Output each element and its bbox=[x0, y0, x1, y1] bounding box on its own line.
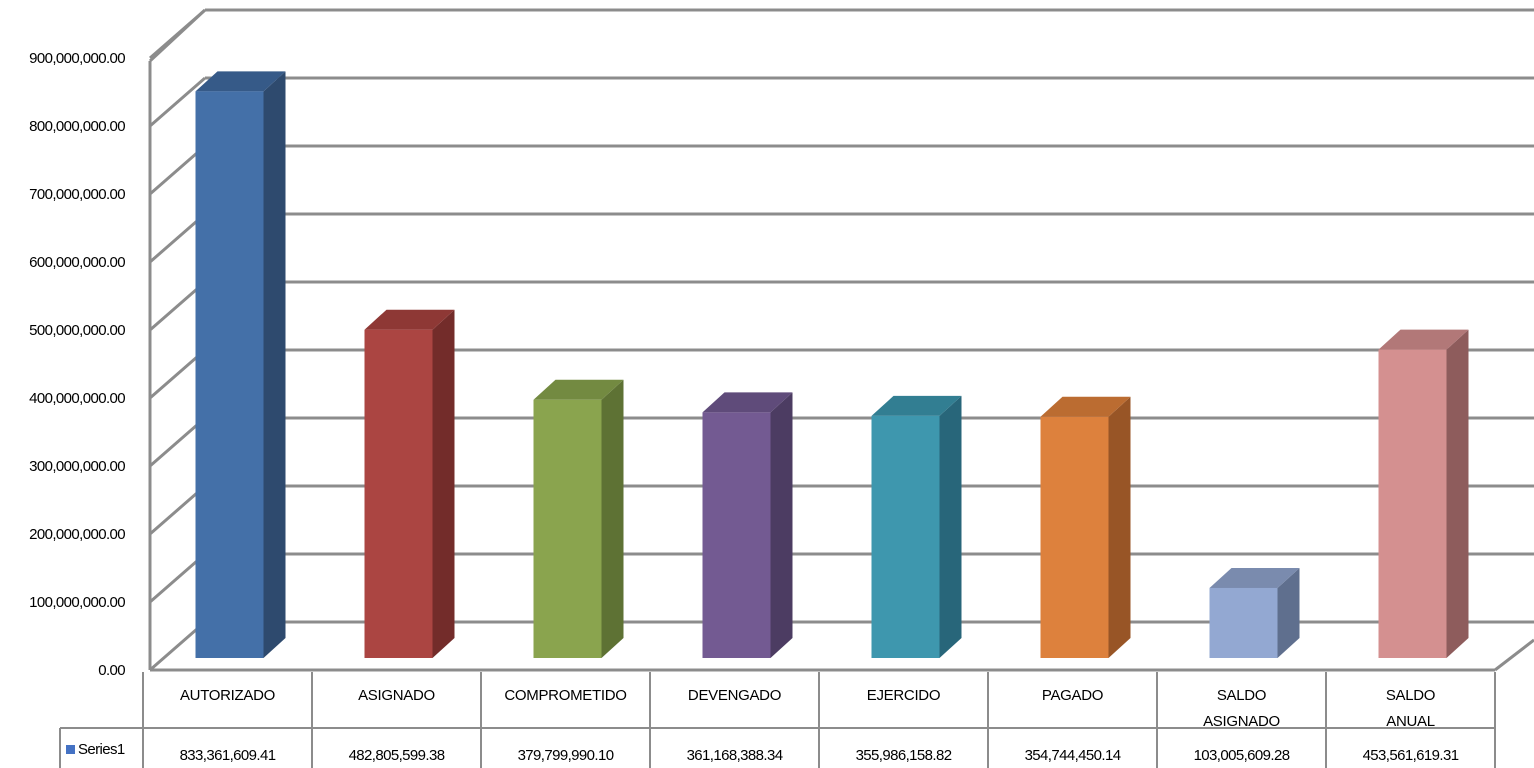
category-label: AUTORIZADO bbox=[180, 687, 275, 704]
data-table-value: 354,744,450.14 bbox=[1025, 747, 1121, 764]
bar-top-face bbox=[364, 309, 455, 330]
floor-right-edge bbox=[1494, 638, 1534, 672]
y-tick-label: 0.00 bbox=[98, 662, 125, 679]
y-tick-label: 900,000,000.00 bbox=[29, 50, 125, 67]
bar bbox=[533, 379, 624, 658]
bar bbox=[364, 309, 455, 658]
category-label: ANUAL bbox=[1386, 713, 1435, 730]
bar-side-face bbox=[263, 71, 286, 659]
bar bbox=[871, 395, 962, 658]
category-label: SALDO bbox=[1217, 687, 1266, 704]
bar-side-face bbox=[601, 379, 624, 658]
bar-front-face bbox=[702, 412, 771, 658]
bar-top-face bbox=[1378, 329, 1469, 350]
bar-top-face bbox=[702, 392, 793, 413]
data-table-value: 361,168,388.34 bbox=[687, 747, 783, 764]
bar-side-face bbox=[1446, 329, 1469, 658]
bar bbox=[1209, 567, 1300, 658]
data-table-value: 355,986,158.82 bbox=[856, 747, 952, 764]
bar-top-face bbox=[533, 379, 624, 400]
bar bbox=[1378, 329, 1469, 658]
bar-side-face bbox=[1108, 396, 1131, 658]
bar-top-face bbox=[871, 395, 962, 416]
y-tick-label: 600,000,000.00 bbox=[29, 254, 125, 271]
data-table: AUTORIZADO ASIGNADO COMPROMETIDO DEVENGADO E… bbox=[59, 672, 1496, 768]
bar-front-face bbox=[1040, 416, 1109, 658]
bar-side-face bbox=[939, 395, 962, 658]
bar-side-face bbox=[1277, 567, 1300, 658]
y-tick-label: 300,000,000.00 bbox=[29, 458, 125, 475]
bar bbox=[702, 392, 793, 658]
bar-front-face bbox=[1209, 587, 1278, 658]
gridline-diagonal bbox=[149, 8, 206, 60]
bar-top-face bbox=[195, 71, 286, 92]
bar-front-face bbox=[1378, 349, 1447, 658]
category-label: ASIGNADO bbox=[1203, 713, 1280, 730]
category-label: ASIGNADO bbox=[358, 687, 435, 704]
data-table-value: 103,005,609.28 bbox=[1194, 747, 1290, 764]
bar-side-face bbox=[770, 392, 793, 658]
chart-back-wall bbox=[148, 8, 1534, 672]
y-tick-label: 400,000,000.00 bbox=[29, 390, 125, 407]
y-tick-label: 100,000,000.00 bbox=[29, 594, 125, 611]
y-tick-label: 700,000,000.00 bbox=[29, 186, 125, 203]
category-label: DEVENGADO bbox=[688, 687, 781, 704]
y-tick-label: 800,000,000.00 bbox=[29, 118, 125, 135]
y-tick-label: 500,000,000.00 bbox=[29, 322, 125, 339]
data-table-value: 453,561,619.31 bbox=[1363, 747, 1459, 764]
bar-top-face bbox=[1209, 567, 1300, 588]
bars bbox=[195, 71, 1469, 659]
bar-front-face bbox=[533, 399, 602, 658]
gridlines bbox=[149, 8, 1534, 672]
bar-side-face bbox=[432, 309, 455, 658]
bar-front-face bbox=[871, 415, 940, 658]
data-table-value: 379,799,990.10 bbox=[518, 747, 614, 764]
bar-front-face bbox=[195, 91, 264, 659]
bar bbox=[195, 71, 286, 659]
y-axis: 0.00 100,000,000.00 200,000,000.00 300,000,… bbox=[29, 50, 126, 679]
bar bbox=[1040, 396, 1131, 658]
series-name: Series1 bbox=[78, 741, 125, 758]
y-tick-label: 200,000,000.00 bbox=[29, 526, 125, 543]
category-label: EJERCIDO bbox=[867, 687, 940, 704]
category-label: PAGADO bbox=[1042, 687, 1103, 704]
legend-key bbox=[66, 745, 75, 754]
data-table-value: 482,805,599.38 bbox=[349, 747, 445, 764]
category-label: SALDO bbox=[1386, 687, 1435, 704]
gridline-diagonal bbox=[149, 76, 206, 128]
data-table-value: 833,361,609.41 bbox=[180, 747, 276, 764]
bar-top-face bbox=[1040, 396, 1131, 417]
category-label: COMPROMETIDO bbox=[504, 687, 626, 704]
bar-front-face bbox=[364, 329, 433, 658]
